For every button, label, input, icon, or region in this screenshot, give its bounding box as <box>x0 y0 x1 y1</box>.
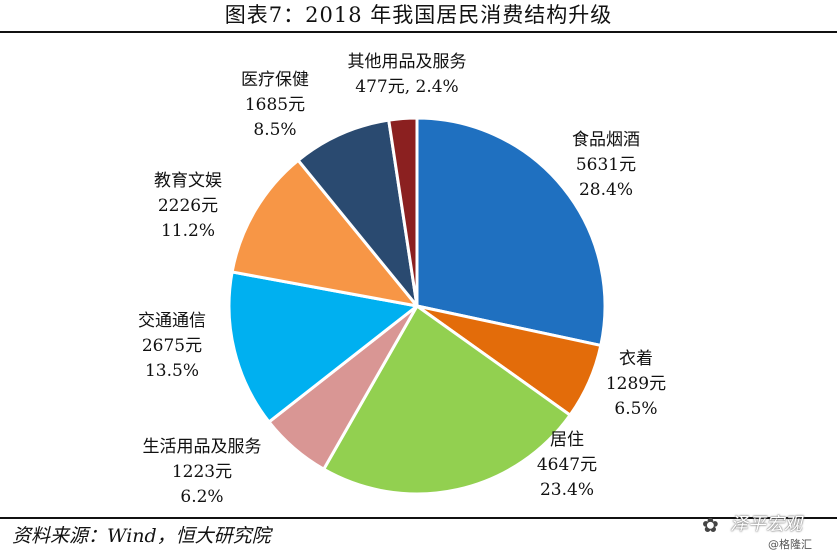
pie-slice-8 <box>387 116 419 308</box>
slice-label-4: 生活用品及服务 1223元 6.2% <box>143 437 262 507</box>
slice-label-pct-label: 6.2% <box>180 487 223 507</box>
slice-label-8: 其他用品及服务 477元, 2.4% <box>348 52 467 97</box>
slice-label-value-label: 2675元 <box>142 336 202 356</box>
slice-label-1: 食品烟酒 5631元 28.4% <box>572 130 640 200</box>
slice-label-value-label: 1223元 <box>172 462 232 482</box>
slice-label-name: 教育文娱 <box>154 171 222 191</box>
slice-label-pct-label: 28.4% <box>579 180 633 200</box>
slice-label-3: 居住 4647元 23.4% <box>537 430 597 500</box>
slice-label-name: 医疗保健 <box>241 70 309 90</box>
title-divider <box>0 31 837 33</box>
slice-label-name: 食品烟酒 <box>572 130 640 150</box>
slice-label-6: 教育文娱 2226元 11.2% <box>154 171 222 241</box>
slice-label-pct-label: 11.2% <box>161 221 215 241</box>
watermark-handle: @格隆汇 <box>768 538 812 551</box>
watermark: ✿ 泽平宏观 @格隆汇 <box>702 510 832 554</box>
slice-label-name: 交通通信 <box>138 311 206 331</box>
slice-label-value-label: 5631元 <box>576 155 636 175</box>
slice-label-name: 居住 <box>550 430 584 450</box>
pie-slice-6 <box>230 158 419 308</box>
pie-slice-3 <box>322 304 572 496</box>
pie-slice-1 <box>415 116 607 347</box>
slice-label-value-label: 477元, 2.4% <box>355 77 458 97</box>
slice-label-2: 衣着 1289元 6.5% <box>606 349 666 419</box>
slice-label-pct-label: 6.5% <box>614 399 657 419</box>
watermark-name: 泽平宏观 <box>730 514 802 535</box>
footer-divider <box>0 517 837 519</box>
wechat-logo-icon: ✿ <box>702 513 719 537</box>
slice-label-name: 生活用品及服务 <box>143 437 262 457</box>
slice-label-pct-label: 13.5% <box>145 361 199 381</box>
slice-label-7: 医疗保健 1685元 8.5% <box>241 70 309 140</box>
slice-label-name: 衣着 <box>619 349 653 369</box>
slice-label-pct-label: 23.4% <box>540 480 594 500</box>
slice-label-name: 其他用品及服务 <box>348 52 467 72</box>
slice-label-value-label: 1685元 <box>245 95 305 115</box>
chart-title: 图表7：2018 年我国居民消费结构升级 <box>224 3 613 27</box>
slice-label-value-label: 2226元 <box>158 196 218 216</box>
slice-label-5: 交通通信 2675元 13.5% <box>138 311 206 381</box>
pie-slice-7 <box>296 118 419 308</box>
slice-label-value-label: 4647元 <box>537 455 597 475</box>
slice-label-pct-label: 8.5% <box>253 120 296 140</box>
pie-slice-5 <box>227 270 419 424</box>
source-note: 资料来源：Wind，恒大研究院 <box>12 525 271 547</box>
slice-label-value-label: 1289元 <box>606 374 666 394</box>
